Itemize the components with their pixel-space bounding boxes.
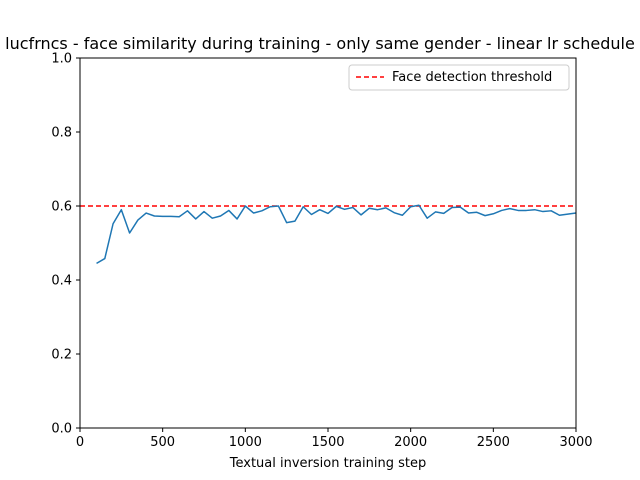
legend: Face detection threshold <box>348 64 570 91</box>
y-tick-label: 0.8 <box>51 126 72 141</box>
x-tick-label: 3000 <box>559 435 592 450</box>
x-tick-label: 1000 <box>229 435 262 450</box>
legend-threshold-label: Face detection threshold <box>392 70 552 85</box>
x-tick-label: 0 <box>76 435 84 450</box>
y-tick-label: 0.0 <box>51 422 72 437</box>
y-tick-label: 0.2 <box>51 348 72 363</box>
plot-area <box>80 204 577 264</box>
x-tick-label: 2500 <box>477 435 510 450</box>
legend-box <box>348 64 570 91</box>
y-axis: 0.0 0.2 0.4 0.6 0.8 1.0 <box>51 52 80 437</box>
y-tick-label: 0.6 <box>51 200 72 215</box>
x-axis-label: Textual inversion training step <box>229 456 426 471</box>
chart-title: lucfrncs - face similarity during traini… <box>5 34 635 53</box>
y-tick-label: 0.4 <box>51 274 72 289</box>
plot-frame <box>79 57 577 429</box>
x-axis: 0 500 1000 1500 2000 2500 3000 <box>76 428 593 450</box>
x-tick-label: 2000 <box>394 435 427 450</box>
x-tick-label: 500 <box>150 435 175 450</box>
y-tick-label: 1.0 <box>51 52 72 67</box>
x-tick-label: 1500 <box>311 435 344 450</box>
similarity-series-line <box>96 204 577 264</box>
